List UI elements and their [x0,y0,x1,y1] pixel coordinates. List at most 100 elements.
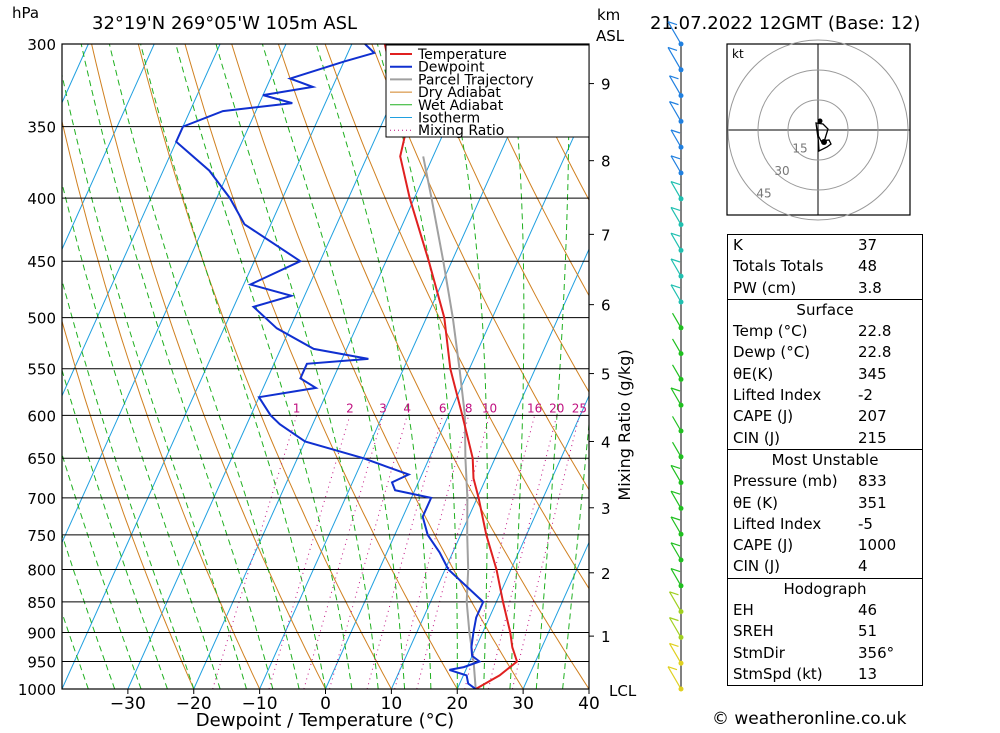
wind-barb [667,21,682,45]
index-row: StmSpd (kt) 13 [728,664,922,685]
index-label: Lifted Index [733,514,822,533]
wind-barb [668,617,682,638]
index-value: -2 [858,386,873,405]
km-tick-label: 4 [601,433,611,451]
wind-barb [670,258,682,277]
index-value: 207 [858,407,887,426]
isotherm-line [456,394,589,689]
km-tick-label: 3 [601,500,611,518]
index-label: θE (K) [733,493,778,512]
wind-barb [670,542,682,561]
index-label: EH [733,601,754,620]
wind-barb-feather [670,206,681,211]
parcel-trajectory-line [422,156,477,689]
index-row: Pressure (mb) 833 [728,471,922,492]
index-row: Totals Totals 48 [728,256,922,277]
wind-barb [667,47,682,71]
wind-barb [670,387,682,406]
km-tick-label: 8 [601,153,611,171]
pressure-tick-label: 900 [27,625,56,643]
isotherm-line [62,44,287,544]
wind-barb [671,312,682,329]
mixing-ratio-label: 25 [572,401,587,415]
temperature-tick-label: −30 [110,694,146,714]
index-label: K [733,236,743,254]
temperature-tick-label: 20 [446,694,468,714]
wind-barb [671,338,682,354]
wind-barb-feather [670,258,681,263]
index-label: Pressure (mb) [733,472,838,491]
index-value: 37 [858,236,878,254]
legend-label: Dewpoint [418,60,485,76]
hodograph-ring [727,39,909,221]
wind-barb-feather [670,232,681,237]
isotherm-line [259,44,550,689]
isotherm-line [522,541,589,689]
wind-barb [670,568,682,587]
wind-barb [668,101,682,122]
mixing-ratio-label: 20 [549,401,564,415]
pressure-tick-label: 950 [27,654,56,672]
index-label: SREH [733,622,774,641]
x-axis-label: Dewpoint / Temperature (°C) [196,710,454,731]
hodograph-unit-label: kt [732,47,744,61]
pressure-tick-label: 550 [27,361,56,379]
index-value: 833 [858,472,887,491]
wet-adiabat-line [261,44,406,689]
wet-adiabat-line [62,368,168,689]
mixing-ratio-label: 1 [293,401,301,415]
wind-barb-feather [667,46,678,52]
wind-barb-feather [669,75,679,80]
index-label: Lifted Index [733,386,822,405]
mixing-ratio-label: 16 [527,401,542,415]
dry-adiabat-line [979,44,1000,689]
index-row: CIN (J) 4 [728,556,922,577]
wet-adiabat-line [315,44,432,689]
isotherm-line [127,44,419,689]
wet-adiabat-line [62,452,142,689]
legend-label: Temperature [417,47,507,63]
wind-barb [670,232,682,251]
wind-barb-feather [670,284,681,289]
pressure-tick-label: 400 [27,190,56,208]
index-value: 215 [858,428,887,447]
wind-barb-feather [670,155,681,160]
mixing-ratio-label: 8 [465,401,473,415]
wind-barb [667,666,682,690]
wind-barb-feather [670,387,681,392]
pressure-tick-label: 450 [27,253,56,271]
index-value: 22.8 [858,343,892,362]
dry-adiabat-line [932,44,1000,689]
wind-barb [668,75,682,96]
isotherm-line [390,248,589,689]
index-label: CAPE (J) [733,536,794,555]
index-row: Dewp (°C) 22.8 [728,342,922,363]
index-value: 1000 [858,536,897,555]
index-row: EH 46 [728,600,922,621]
index-row: CIN (J) 215 [728,428,922,449]
hodograph-ring [757,69,879,191]
index-value: 46 [858,601,878,620]
wet-adiabat-line [376,44,458,689]
wind-profile-column [667,21,684,692]
isotherm-line [62,44,353,689]
wet-adiabat-line [108,44,300,689]
km-tick-label: 7 [601,226,611,244]
wet-adiabat-line [62,72,247,689]
index-label: CIN (J) [733,428,781,447]
isotherm-line [325,101,589,689]
dry-adiabat-line [277,44,589,689]
index-row: K 37 [728,235,922,256]
mixing-ratio-axis-label: Mixing Ratio (g/kg) [615,349,634,500]
wet-adiabat-line [535,44,570,689]
index-row: Temp (°C) 22.8 [728,321,922,342]
dewpoint-line [174,44,485,689]
legend-box [385,44,590,138]
wind-barb [670,490,682,509]
mixing-ratio-line [268,415,351,689]
index-value: 351 [858,493,887,512]
pressure-unit-label: hPa [12,4,39,22]
